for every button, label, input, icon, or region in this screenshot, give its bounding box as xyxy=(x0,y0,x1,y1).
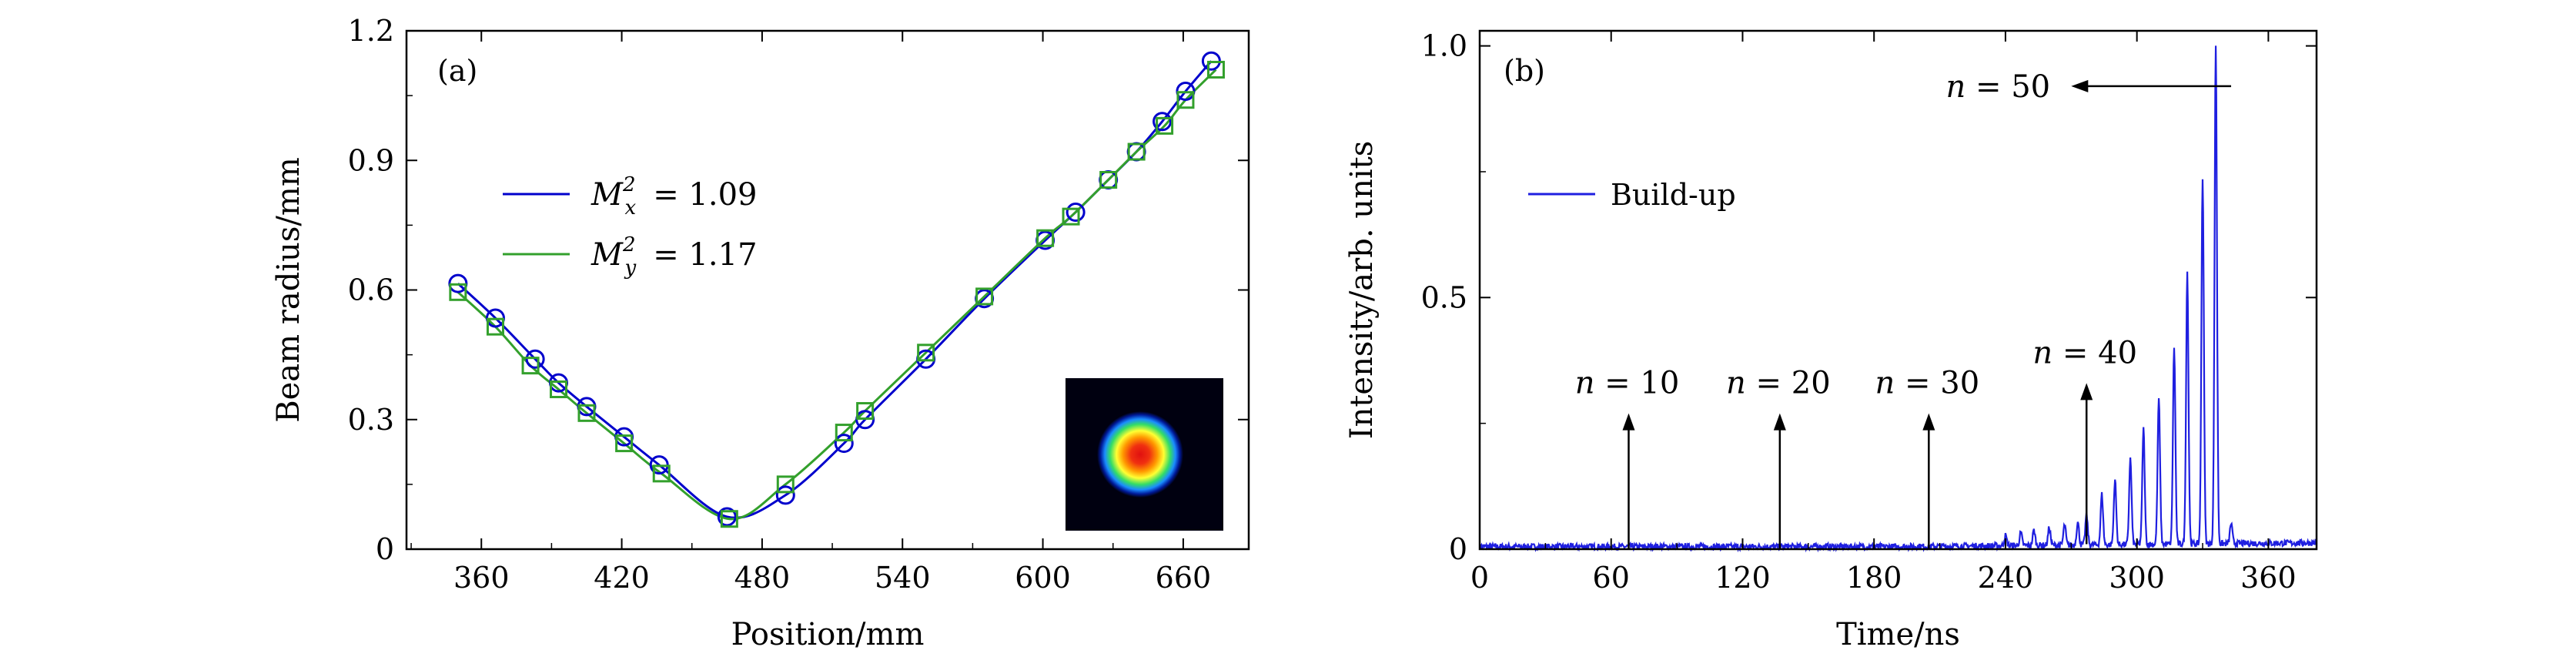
legend-mx-sub: x xyxy=(625,196,637,220)
legend-my-main: M xyxy=(590,237,624,273)
panel-a-point-circle xyxy=(775,485,795,505)
panel-a-point-square xyxy=(486,317,504,336)
panel-b-ytick-label: 1.0 xyxy=(1421,29,1467,63)
panel-a-point-square xyxy=(615,434,634,453)
legend-my-sub: y xyxy=(624,256,637,280)
panel-a-point-circle xyxy=(1153,112,1173,132)
panel-b-frame xyxy=(1478,29,2318,551)
legend-my-value: = 1.17 xyxy=(653,237,757,273)
panel-a-ylabel: Beam radius/mm xyxy=(271,157,306,423)
legend-my-label: M2 y = 1.17 xyxy=(590,233,758,280)
panel-a-ytick-label: 0 xyxy=(376,532,394,566)
panel-a-xtick-label: 540 xyxy=(875,561,931,595)
annotation-label-3: n = 40 xyxy=(2032,335,2137,370)
panel-b-annotations: n = 10 n = 20 n = 30 n = 40 n = 50 xyxy=(1575,69,2232,549)
panel-b-buildup-trace xyxy=(1478,45,2318,553)
panel-b-ytick-label: 0 xyxy=(1449,532,1467,566)
panel-b-xtick-label: 0 xyxy=(1470,561,1489,595)
annotation-arrow-head xyxy=(1622,413,1635,431)
panel-a-ytick-label: 0.9 xyxy=(348,143,394,177)
panel-a-tag: (a) xyxy=(437,54,477,88)
legend-mx-label: M2 x = 1.09 xyxy=(590,173,757,220)
panel-a-ytick-label: 1.2 xyxy=(348,14,394,48)
panel-b-ylabel: Intensity/arb. units xyxy=(1344,141,1380,439)
panel-b-buildup-chart: n = 10 n = 20 n = 30 n = 40 n = 50 0 60 120 180… xyxy=(1344,29,2318,652)
panel-a-xtick-label: 600 xyxy=(1015,561,1071,595)
panel-b-xtick-label: 300 xyxy=(2109,561,2165,595)
panel-a-point-square xyxy=(835,424,853,442)
panel-a-point-circle xyxy=(717,507,737,527)
annotation-arrow-head xyxy=(1922,413,1935,431)
panel-a-point-square xyxy=(1127,142,1146,161)
panel-a-data-markers xyxy=(448,51,1225,528)
panel-a-legend: M2 x = 1.09 M2 y = 1.17 xyxy=(503,173,758,280)
panel-a-point-square xyxy=(550,380,568,398)
panel-b-tag: (b) xyxy=(1504,54,1545,88)
panel-a-axes: 360 420 480 540 600 660 0 0.3 0.6 0.9 1.2 Position/… xyxy=(271,14,1250,652)
annotation-label-0: n = 10 xyxy=(1575,366,1680,401)
panel-a-point-square xyxy=(975,287,994,306)
annotation-arrow-head xyxy=(2080,383,2093,401)
panel-a-point-square xyxy=(1156,116,1174,135)
panel-b-xtick-label: 120 xyxy=(1715,561,1771,595)
panel-a-beam-radius-chart: 360 420 480 540 600 660 0 0.3 0.6 0.9 1.2 Position/… xyxy=(271,14,1250,652)
panel-a-point-square xyxy=(449,283,467,301)
panel-a-xtick-label: 420 xyxy=(594,561,650,595)
panel-b-xtick-label: 180 xyxy=(1846,561,1902,595)
panel-a-ytick-label: 0.6 xyxy=(348,273,394,307)
panel-a-point-square xyxy=(577,404,596,422)
panel-a-point-square xyxy=(1062,207,1080,226)
annotation-label-1: n = 20 xyxy=(1726,366,1831,401)
panel-a-ytick-label: 0.3 xyxy=(348,403,394,437)
buildup-trace-line xyxy=(1478,45,2318,553)
annotation-arrow-head xyxy=(1773,413,1786,431)
panel-a-point-square xyxy=(720,510,738,528)
panel-a-point-circle xyxy=(525,349,545,369)
panel-a-point-square xyxy=(1099,170,1118,189)
beam-profile-inset xyxy=(1066,378,1223,531)
panel-a-point-square xyxy=(856,402,875,421)
annotation-label-2: n = 30 xyxy=(1875,366,1980,401)
panel-a-xtick-label: 480 xyxy=(734,561,791,595)
beam-profile-spot xyxy=(1097,411,1183,498)
panel-a-point-square xyxy=(1206,60,1225,79)
panel-a-point-circle xyxy=(834,434,854,454)
panel-a-point-square xyxy=(776,475,795,494)
panel-a-xtick-label: 660 xyxy=(1156,561,1212,595)
legend-buildup-label: Build-up xyxy=(1611,178,1736,212)
panel-b-xlabel: Time/ns xyxy=(1836,617,1960,652)
panel-b-xtick-label: 60 xyxy=(1593,561,1630,595)
panel-b-axes: 0 60 120 180 240 300 360 0 0.5 1.0 Time/ns Intensit… xyxy=(1344,29,2318,652)
panel-a-point-square xyxy=(1176,91,1195,109)
panel-a-point-square xyxy=(1036,229,1055,247)
annotation-label-4: n = 50 xyxy=(1945,69,2050,105)
panel-a-point-square xyxy=(917,344,935,362)
panel-a-point-square xyxy=(521,357,540,375)
panel-a-xtick-label: 360 xyxy=(453,561,510,595)
panel-b-legend: Build-up xyxy=(1528,178,1736,212)
panel-b-ytick-label: 0.5 xyxy=(1421,280,1467,314)
panel-a-point-square xyxy=(652,464,671,483)
panel-a-xlabel: Position/mm xyxy=(731,617,925,652)
legend-mx-sup: 2 xyxy=(622,173,636,196)
legend-my-sup: 2 xyxy=(622,233,636,256)
legend-mx-main: M xyxy=(590,177,624,213)
panel-b-xtick-label: 240 xyxy=(1978,561,2034,595)
annotation-arrow-head xyxy=(2071,79,2089,92)
legend-mx-value: = 1.09 xyxy=(653,177,757,213)
panel-b-xtick-label: 360 xyxy=(2240,561,2297,595)
panel-a-point-circle xyxy=(1066,203,1086,223)
